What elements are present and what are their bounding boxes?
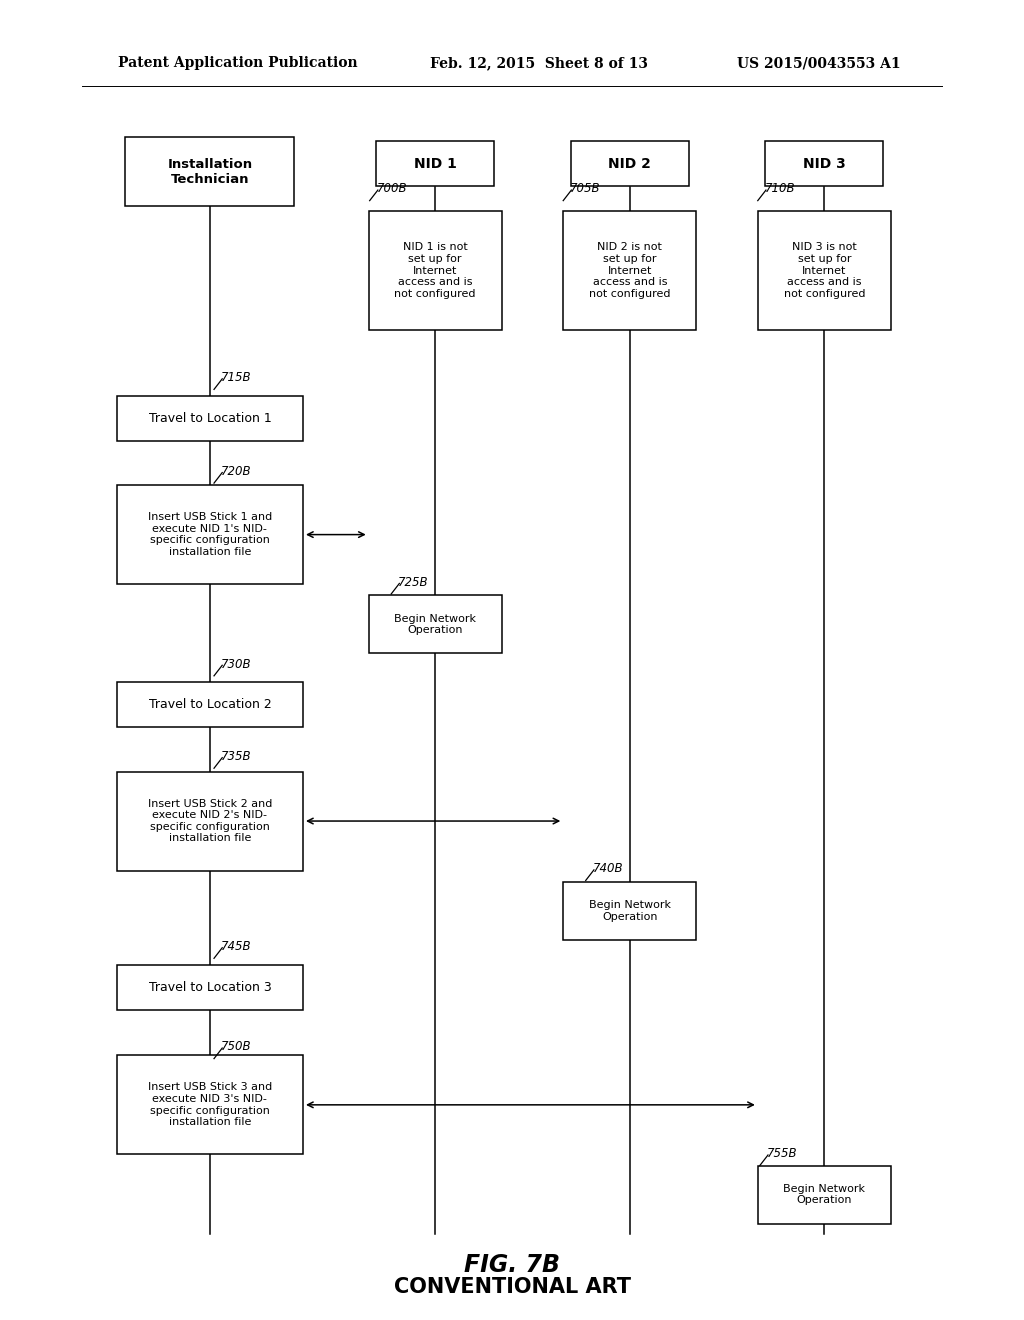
Text: Travel to Location 1: Travel to Location 1 <box>148 412 271 425</box>
Text: CONVENTIONAL ART: CONVENTIONAL ART <box>393 1276 631 1298</box>
FancyBboxPatch shape <box>758 1166 891 1224</box>
FancyBboxPatch shape <box>571 141 688 186</box>
Text: 755B: 755B <box>767 1147 798 1160</box>
Text: Patent Application Publication: Patent Application Publication <box>118 57 357 70</box>
Text: 735B: 735B <box>221 750 252 763</box>
Text: 715B: 715B <box>221 371 252 384</box>
Text: Insert USB Stick 2 and
execute NID 2's NID-
specific configuration
installation : Insert USB Stick 2 and execute NID 2's N… <box>147 799 272 843</box>
Text: 700B: 700B <box>377 182 408 195</box>
Text: NID 3 is not
set up for
Internet
access and is
not configured: NID 3 is not set up for Internet access … <box>783 243 865 298</box>
Text: 745B: 745B <box>221 940 252 953</box>
FancyBboxPatch shape <box>117 682 303 727</box>
FancyBboxPatch shape <box>117 486 303 583</box>
Text: NID 2: NID 2 <box>608 157 651 170</box>
Text: Begin Network
Operation: Begin Network Operation <box>589 900 671 921</box>
FancyBboxPatch shape <box>758 211 891 330</box>
Text: 710B: 710B <box>765 182 796 195</box>
Text: 750B: 750B <box>221 1040 252 1053</box>
FancyBboxPatch shape <box>369 595 502 653</box>
FancyBboxPatch shape <box>117 1056 303 1154</box>
FancyBboxPatch shape <box>117 965 303 1010</box>
Text: 725B: 725B <box>398 576 429 589</box>
Text: 740B: 740B <box>593 862 624 875</box>
FancyBboxPatch shape <box>563 211 696 330</box>
FancyBboxPatch shape <box>563 882 696 940</box>
Text: Installation
Technician: Installation Technician <box>167 157 253 186</box>
FancyBboxPatch shape <box>117 771 303 871</box>
Text: Travel to Location 2: Travel to Location 2 <box>148 698 271 711</box>
Text: Insert USB Stick 1 and
execute NID 1's NID-
specific configuration
installation : Insert USB Stick 1 and execute NID 1's N… <box>147 512 272 557</box>
FancyBboxPatch shape <box>766 141 883 186</box>
FancyBboxPatch shape <box>125 137 295 206</box>
FancyBboxPatch shape <box>377 141 494 186</box>
Text: 730B: 730B <box>221 657 252 671</box>
Text: Begin Network
Operation: Begin Network Operation <box>394 614 476 635</box>
Text: Begin Network
Operation: Begin Network Operation <box>783 1184 865 1205</box>
Text: NID 2 is not
set up for
Internet
access and is
not configured: NID 2 is not set up for Internet access … <box>589 243 671 298</box>
Text: Insert USB Stick 3 and
execute NID 3's NID-
specific configuration
installation : Insert USB Stick 3 and execute NID 3's N… <box>147 1082 272 1127</box>
Text: 705B: 705B <box>570 182 601 195</box>
Text: NID 3: NID 3 <box>803 157 846 170</box>
FancyBboxPatch shape <box>369 211 502 330</box>
Text: Travel to Location 3: Travel to Location 3 <box>148 981 271 994</box>
Text: Feb. 12, 2015  Sheet 8 of 13: Feb. 12, 2015 Sheet 8 of 13 <box>430 57 648 70</box>
Text: US 2015/0043553 A1: US 2015/0043553 A1 <box>737 57 901 70</box>
Text: NID 1: NID 1 <box>414 157 457 170</box>
FancyBboxPatch shape <box>117 396 303 441</box>
Text: 720B: 720B <box>221 465 252 478</box>
Text: NID 1 is not
set up for
Internet
access and is
not configured: NID 1 is not set up for Internet access … <box>394 243 476 298</box>
Text: FIG. 7B: FIG. 7B <box>464 1253 560 1276</box>
